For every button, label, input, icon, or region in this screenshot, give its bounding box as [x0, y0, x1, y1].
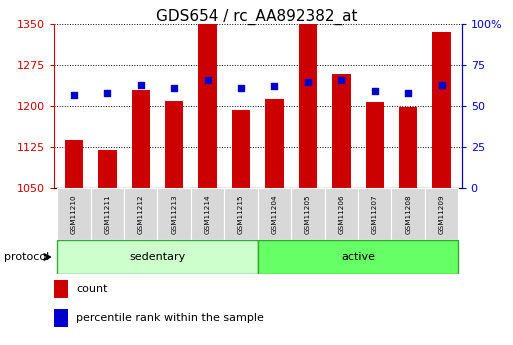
Bar — [299, 24, 317, 188]
Text: GSM11214: GSM11214 — [205, 194, 211, 234]
Text: GSM11210: GSM11210 — [71, 194, 77, 234]
Bar — [265, 99, 284, 188]
FancyBboxPatch shape — [425, 188, 458, 240]
Text: GSM11207: GSM11207 — [372, 194, 378, 234]
Bar — [366, 102, 384, 188]
Text: GDS654 / rc_AA892382_at: GDS654 / rc_AA892382_at — [156, 9, 357, 25]
Text: GSM11215: GSM11215 — [238, 194, 244, 234]
FancyBboxPatch shape — [191, 188, 224, 240]
Text: GSM11209: GSM11209 — [439, 194, 445, 234]
Point — [170, 85, 179, 91]
Bar — [98, 150, 116, 188]
Point — [136, 82, 145, 88]
Bar — [54, 309, 68, 327]
Text: protocol: protocol — [4, 252, 49, 262]
FancyBboxPatch shape — [57, 240, 258, 274]
Text: GSM11211: GSM11211 — [104, 194, 110, 234]
Text: GSM11212: GSM11212 — [138, 194, 144, 234]
Point — [337, 77, 345, 83]
Point — [270, 84, 279, 89]
Point — [237, 85, 245, 91]
Bar — [199, 24, 217, 188]
FancyBboxPatch shape — [157, 188, 191, 240]
FancyBboxPatch shape — [358, 188, 391, 240]
Bar — [132, 90, 150, 188]
Point — [70, 92, 78, 97]
FancyBboxPatch shape — [91, 188, 124, 240]
Bar — [332, 75, 350, 188]
Point — [304, 79, 312, 84]
Point — [204, 77, 212, 83]
Text: GSM11205: GSM11205 — [305, 194, 311, 234]
FancyBboxPatch shape — [291, 188, 325, 240]
Bar — [54, 280, 68, 298]
Text: sedentary: sedentary — [129, 252, 186, 262]
FancyBboxPatch shape — [258, 188, 291, 240]
Text: GSM11206: GSM11206 — [339, 194, 344, 234]
Bar — [232, 110, 250, 188]
FancyBboxPatch shape — [224, 188, 258, 240]
Bar — [432, 32, 451, 188]
Text: GSM11204: GSM11204 — [271, 194, 278, 234]
Point — [404, 90, 412, 96]
Point — [371, 89, 379, 94]
Text: GSM11208: GSM11208 — [405, 194, 411, 234]
FancyBboxPatch shape — [391, 188, 425, 240]
Text: GSM11213: GSM11213 — [171, 194, 177, 234]
Text: percentile rank within the sample: percentile rank within the sample — [76, 313, 264, 323]
FancyBboxPatch shape — [258, 240, 458, 274]
FancyBboxPatch shape — [124, 188, 157, 240]
Point — [103, 90, 111, 96]
Text: active: active — [341, 252, 375, 262]
Bar — [65, 140, 83, 188]
FancyBboxPatch shape — [325, 188, 358, 240]
Bar — [399, 107, 418, 188]
Point — [438, 82, 446, 88]
Bar — [165, 101, 184, 188]
FancyBboxPatch shape — [57, 188, 91, 240]
Text: count: count — [76, 284, 108, 294]
